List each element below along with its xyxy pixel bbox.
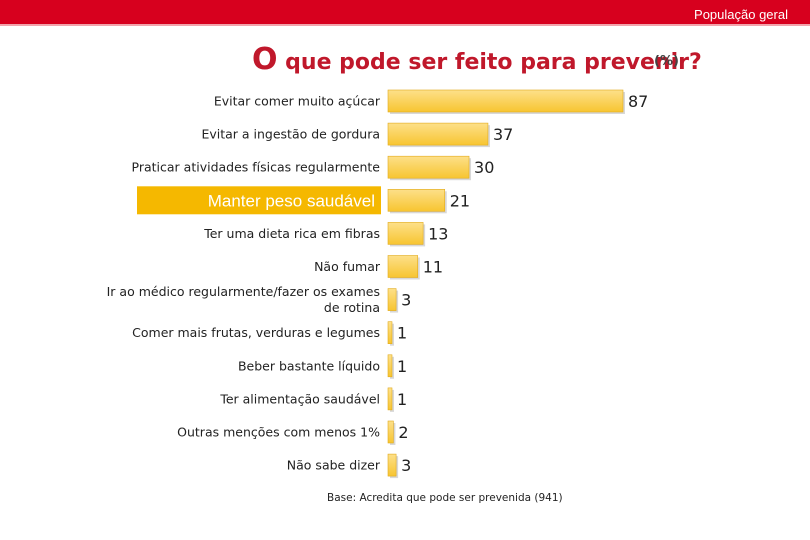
header-bar: População geral xyxy=(0,0,810,26)
value-label: 1 xyxy=(397,390,407,409)
chart-title: O que pode ser feito para prevenir? xyxy=(252,40,702,83)
highlight-box xyxy=(137,186,381,215)
bar xyxy=(387,321,393,345)
category-label: Praticar atividades físicas regularmente xyxy=(132,160,381,175)
category-label: Manter peso saudável xyxy=(208,191,375,210)
category-label: Comer mais frutas, verduras e legumes xyxy=(132,325,380,340)
category-label: Evitar a ingestão de gordura xyxy=(201,127,380,142)
category-label: Evitar comer muito açúcar xyxy=(214,94,381,109)
value-label: 13 xyxy=(428,224,448,243)
bar xyxy=(387,189,446,212)
bar xyxy=(387,122,489,146)
value-label: 1 xyxy=(397,324,407,343)
bar xyxy=(387,387,393,411)
chart-title-first-letter: O xyxy=(252,42,278,77)
value-label: 30 xyxy=(474,158,494,177)
bar xyxy=(387,222,424,245)
value-label: 37 xyxy=(493,125,513,144)
value-label: 87 xyxy=(628,92,648,111)
value-label: 3 xyxy=(401,291,411,310)
bar xyxy=(387,354,393,378)
header-label: População geral xyxy=(694,7,788,22)
value-label: 3 xyxy=(401,456,411,475)
value-label: 21 xyxy=(450,191,470,210)
bar xyxy=(387,453,397,477)
value-label: 1 xyxy=(397,357,407,376)
category-label: Não fumar xyxy=(314,259,381,274)
bar xyxy=(387,255,419,278)
bar xyxy=(387,155,470,179)
category-label: Outras menções com menos 1% xyxy=(177,425,380,440)
chart-title-text: que pode ser feito para prevenir? xyxy=(277,50,702,75)
category-label: Não sabe dizer xyxy=(287,458,381,473)
unit-label: (%) xyxy=(654,54,679,69)
value-label: 11 xyxy=(423,258,443,277)
base-note: Base: Acredita que pode ser prevenida (9… xyxy=(327,492,563,504)
value-label: 2 xyxy=(398,423,408,442)
category-label: Beber bastante líquido xyxy=(238,358,380,373)
bar xyxy=(387,420,394,444)
category-label: Ter uma dieta rica em fibras xyxy=(203,226,380,241)
category-label: Ter alimentação saudável xyxy=(219,391,380,406)
category-label: Ir ao médico regularmente/fazer os exame… xyxy=(107,284,380,315)
bar xyxy=(387,288,397,311)
bar xyxy=(387,89,624,113)
